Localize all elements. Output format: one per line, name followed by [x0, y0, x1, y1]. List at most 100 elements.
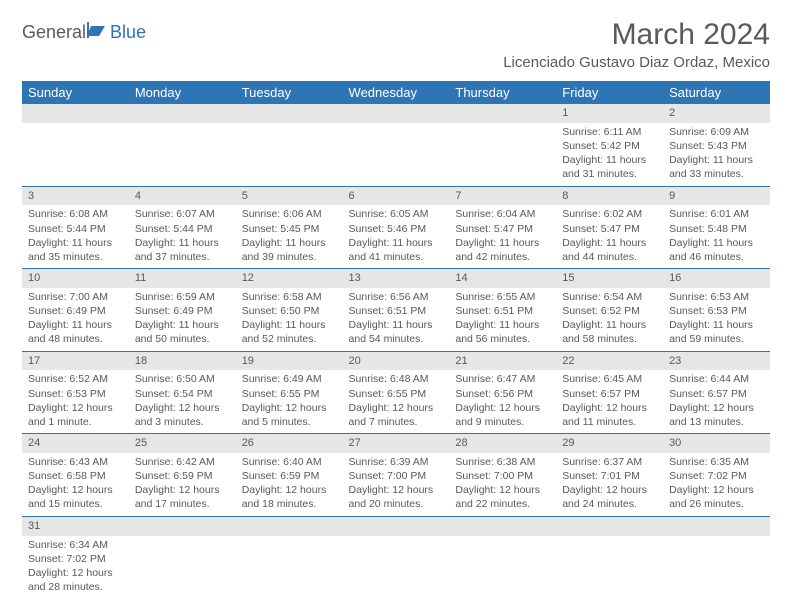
day-details: Sunrise: 6:39 AMSunset: 7:00 PMDaylight:…: [343, 453, 450, 516]
day-number: 12: [236, 269, 343, 288]
sunrise-text: Sunrise: 6:08 AM: [28, 207, 123, 221]
day-details: Sunrise: 6:48 AMSunset: 6:55 PMDaylight:…: [343, 370, 450, 433]
day-details: Sunrise: 6:59 AMSunset: 6:49 PMDaylight:…: [129, 288, 236, 351]
sunrise-text: Sunrise: 7:00 AM: [28, 290, 123, 304]
weekday-header: Saturday: [663, 81, 770, 104]
day-details: Sunrise: 6:08 AMSunset: 5:44 PMDaylight:…: [22, 205, 129, 268]
day-details: [236, 123, 343, 179]
daylight-text: Daylight: 12 hours and 17 minutes.: [135, 483, 230, 511]
sunset-text: Sunset: 5:47 PM: [562, 222, 657, 236]
calendar-week-row: 3Sunrise: 6:08 AMSunset: 5:44 PMDaylight…: [22, 186, 770, 269]
day-number: [449, 517, 556, 536]
sunrise-text: Sunrise: 6:04 AM: [455, 207, 550, 221]
daylight-text: Daylight: 12 hours and 20 minutes.: [349, 483, 444, 511]
sunrise-text: Sunrise: 6:09 AM: [669, 125, 764, 139]
day-details: Sunrise: 6:56 AMSunset: 6:51 PMDaylight:…: [343, 288, 450, 351]
logo-text-general: General: [22, 22, 86, 43]
daylight-text: Daylight: 12 hours and 1 minute.: [28, 401, 123, 429]
title-block: March 2024 Licenciado Gustavo Diaz Ordaz…: [503, 18, 770, 71]
sunset-text: Sunset: 6:55 PM: [242, 387, 337, 401]
day-number: 1: [556, 104, 663, 123]
sunset-text: Sunset: 5:48 PM: [669, 222, 764, 236]
calendar-cell: 8Sunrise: 6:02 AMSunset: 5:47 PMDaylight…: [556, 186, 663, 269]
day-number: 7: [449, 187, 556, 206]
daylight-text: Daylight: 12 hours and 28 minutes.: [28, 566, 123, 594]
calendar-cell: 20Sunrise: 6:48 AMSunset: 6:55 PMDayligh…: [343, 351, 450, 434]
day-details: Sunrise: 6:42 AMSunset: 6:59 PMDaylight:…: [129, 453, 236, 516]
day-number: 3: [22, 187, 129, 206]
daylight-text: Daylight: 12 hours and 3 minutes.: [135, 401, 230, 429]
daylight-text: Daylight: 11 hours and 54 minutes.: [349, 318, 444, 346]
weekday-header: Tuesday: [236, 81, 343, 104]
day-number: 29: [556, 434, 663, 453]
calendar-cell: [236, 104, 343, 186]
sunrise-text: Sunrise: 6:40 AM: [242, 455, 337, 469]
daylight-text: Daylight: 11 hours and 42 minutes.: [455, 236, 550, 264]
sunset-text: Sunset: 6:59 PM: [135, 469, 230, 483]
sunset-text: Sunset: 7:02 PM: [28, 552, 123, 566]
day-details: Sunrise: 6:01 AMSunset: 5:48 PMDaylight:…: [663, 205, 770, 268]
sunset-text: Sunset: 7:02 PM: [669, 469, 764, 483]
calendar-cell: 21Sunrise: 6:47 AMSunset: 6:56 PMDayligh…: [449, 351, 556, 434]
daylight-text: Daylight: 11 hours and 52 minutes.: [242, 318, 337, 346]
day-number: 20: [343, 352, 450, 371]
day-number: 30: [663, 434, 770, 453]
day-details: Sunrise: 7:00 AMSunset: 6:49 PMDaylight:…: [22, 288, 129, 351]
calendar-cell: [343, 104, 450, 186]
day-number: 19: [236, 352, 343, 371]
calendar-cell: 19Sunrise: 6:49 AMSunset: 6:55 PMDayligh…: [236, 351, 343, 434]
daylight-text: Daylight: 11 hours and 41 minutes.: [349, 236, 444, 264]
day-details: [449, 123, 556, 179]
day-details: [343, 123, 450, 179]
day-details: [129, 536, 236, 592]
day-details: Sunrise: 6:53 AMSunset: 6:53 PMDaylight:…: [663, 288, 770, 351]
calendar-cell: 12Sunrise: 6:58 AMSunset: 6:50 PMDayligh…: [236, 269, 343, 352]
day-details: Sunrise: 6:45 AMSunset: 6:57 PMDaylight:…: [556, 370, 663, 433]
sunset-text: Sunset: 6:54 PM: [135, 387, 230, 401]
sunrise-text: Sunrise: 6:48 AM: [349, 372, 444, 386]
calendar-cell: 29Sunrise: 6:37 AMSunset: 7:01 PMDayligh…: [556, 434, 663, 517]
day-details: Sunrise: 6:04 AMSunset: 5:47 PMDaylight:…: [449, 205, 556, 268]
calendar-cell: 26Sunrise: 6:40 AMSunset: 6:59 PMDayligh…: [236, 434, 343, 517]
day-number: [663, 517, 770, 536]
calendar-cell: 2Sunrise: 6:09 AMSunset: 5:43 PMDaylight…: [663, 104, 770, 186]
day-details: Sunrise: 6:07 AMSunset: 5:44 PMDaylight:…: [129, 205, 236, 268]
day-number: 13: [343, 269, 450, 288]
day-number: 6: [343, 187, 450, 206]
daylight-text: Daylight: 11 hours and 56 minutes.: [455, 318, 550, 346]
day-details: Sunrise: 6:58 AMSunset: 6:50 PMDaylight:…: [236, 288, 343, 351]
sunrise-text: Sunrise: 6:55 AM: [455, 290, 550, 304]
sunrise-text: Sunrise: 6:02 AM: [562, 207, 657, 221]
day-details: [449, 536, 556, 592]
sunset-text: Sunset: 6:55 PM: [349, 387, 444, 401]
calendar-cell: 28Sunrise: 6:38 AMSunset: 7:00 PMDayligh…: [449, 434, 556, 517]
day-number: 8: [556, 187, 663, 206]
calendar-cell: [236, 516, 343, 598]
sunset-text: Sunset: 5:47 PM: [455, 222, 550, 236]
sunset-text: Sunset: 5:46 PM: [349, 222, 444, 236]
day-details: Sunrise: 6:44 AMSunset: 6:57 PMDaylight:…: [663, 370, 770, 433]
day-details: Sunrise: 6:40 AMSunset: 6:59 PMDaylight:…: [236, 453, 343, 516]
daylight-text: Daylight: 12 hours and 13 minutes.: [669, 401, 764, 429]
sunset-text: Sunset: 6:49 PM: [28, 304, 123, 318]
day-number: 2: [663, 104, 770, 123]
calendar-cell: [449, 104, 556, 186]
sunset-text: Sunset: 6:53 PM: [28, 387, 123, 401]
sunrise-text: Sunrise: 6:56 AM: [349, 290, 444, 304]
sunrise-text: Sunrise: 6:52 AM: [28, 372, 123, 386]
calendar-cell: 5Sunrise: 6:06 AMSunset: 5:45 PMDaylight…: [236, 186, 343, 269]
day-number: [236, 517, 343, 536]
day-details: Sunrise: 6:09 AMSunset: 5:43 PMDaylight:…: [663, 123, 770, 186]
sunset-text: Sunset: 5:44 PM: [135, 222, 230, 236]
day-number: 16: [663, 269, 770, 288]
day-details: Sunrise: 6:55 AMSunset: 6:51 PMDaylight:…: [449, 288, 556, 351]
sunset-text: Sunset: 6:56 PM: [455, 387, 550, 401]
calendar-cell: [663, 516, 770, 598]
day-number: 25: [129, 434, 236, 453]
day-number: 23: [663, 352, 770, 371]
calendar-cell: [449, 516, 556, 598]
day-number: 28: [449, 434, 556, 453]
sunrise-text: Sunrise: 6:58 AM: [242, 290, 337, 304]
sunset-text: Sunset: 6:49 PM: [135, 304, 230, 318]
calendar-cell: 4Sunrise: 6:07 AMSunset: 5:44 PMDaylight…: [129, 186, 236, 269]
